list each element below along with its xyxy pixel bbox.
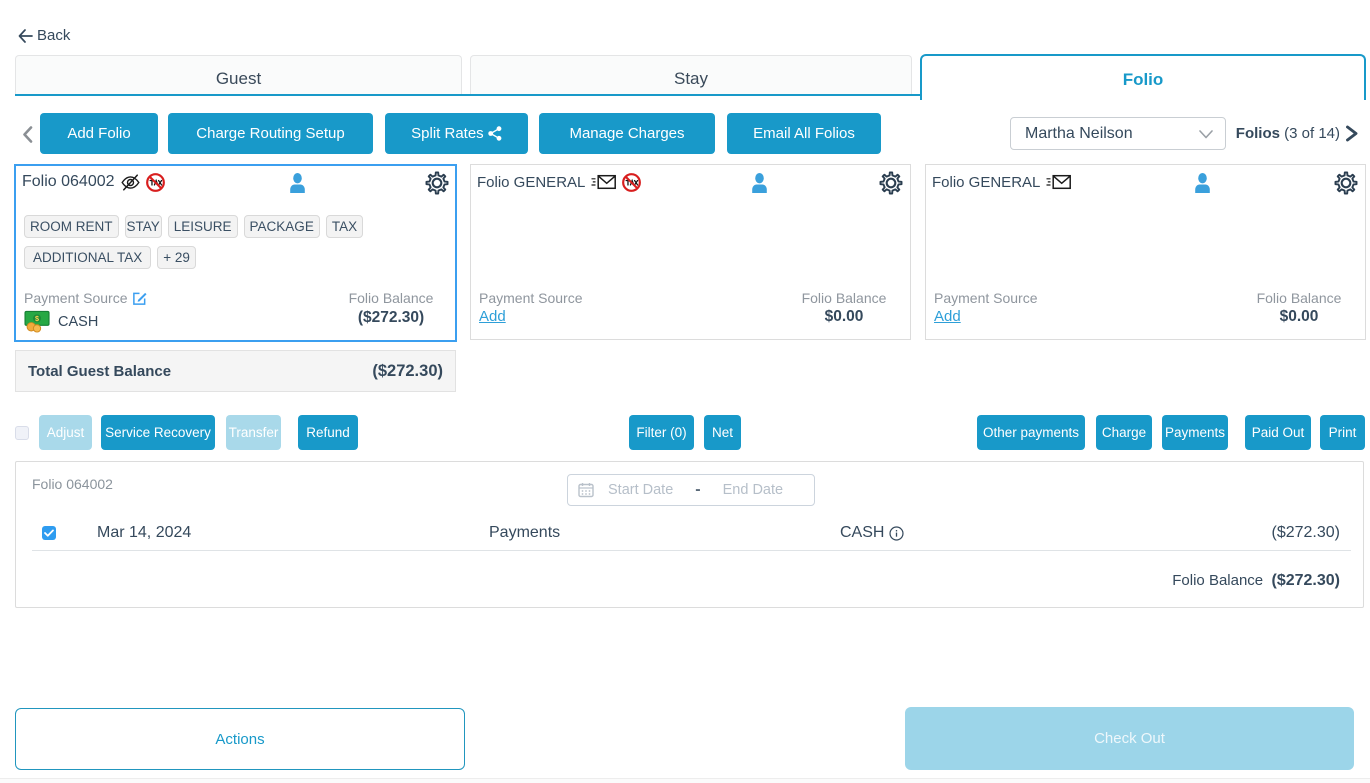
svg-text:$: $ bbox=[35, 315, 39, 323]
